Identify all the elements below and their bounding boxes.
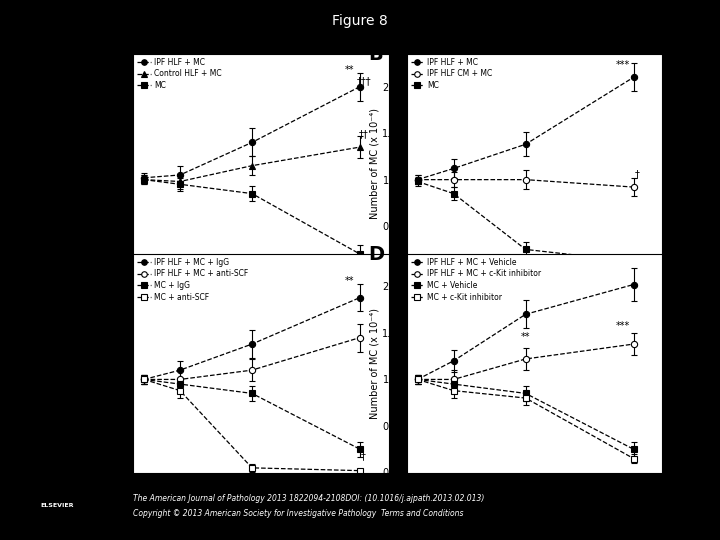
Text: ELSEVIER: ELSEVIER xyxy=(41,503,74,508)
Text: **: ** xyxy=(344,276,354,286)
Legend: IPF HLF + MC + Vehicle, IPF HLF + MC + c-Kit inhibitor, MC + Vehicle, MC + c-Kit: IPF HLF + MC + Vehicle, IPF HLF + MC + c… xyxy=(409,256,543,303)
Y-axis label: Number of MC (x 10⁻⁴): Number of MC (x 10⁻⁴) xyxy=(96,108,106,219)
Text: †: † xyxy=(635,170,639,180)
Text: C: C xyxy=(95,245,109,264)
X-axis label: Time (days): Time (days) xyxy=(224,298,298,307)
Text: D: D xyxy=(369,245,384,264)
Text: †: † xyxy=(361,451,366,461)
Text: **: ** xyxy=(344,65,354,76)
Y-axis label: Number of MC (x 10⁻⁴): Number of MC (x 10⁻⁴) xyxy=(369,308,379,418)
Text: **: ** xyxy=(521,332,531,342)
X-axis label: Time (days): Time (days) xyxy=(498,298,572,307)
Text: Copyright © 2013 American Society for Investigative Pathology  Terms and Conditi: Copyright © 2013 American Society for In… xyxy=(133,509,464,518)
Text: ††: †† xyxy=(359,129,369,139)
Text: ***: *** xyxy=(616,321,630,331)
Text: ***: *** xyxy=(616,60,630,70)
Text: Figure 8: Figure 8 xyxy=(332,14,388,28)
X-axis label: Time (days): Time (days) xyxy=(498,497,572,507)
Text: A: A xyxy=(95,45,110,64)
Legend: IPF HLF + MC, Control HLF + MC, MC: IPF HLF + MC, Control HLF + MC, MC xyxy=(135,56,223,92)
Legend: IPF HLF + MC, IPF HLF CM + MC, MC: IPF HLF + MC, IPF HLF CM + MC, MC xyxy=(409,56,494,92)
Text: †††: ††† xyxy=(356,77,371,86)
Text: The American Journal of Pathology 2013 1822094-2108DOI: (10.1016/j.ajpath.2013.0: The American Journal of Pathology 2013 1… xyxy=(133,494,485,503)
Y-axis label: Number of MC (x 10⁻⁴): Number of MC (x 10⁻⁴) xyxy=(369,108,379,219)
X-axis label: Time (days): Time (days) xyxy=(224,497,298,507)
Y-axis label: Number of MC (x 10⁻⁴): Number of MC (x 10⁻⁴) xyxy=(96,308,106,418)
Text: B: B xyxy=(369,45,383,64)
Legend: IPF HLF + MC + IgG, IPF HLF + MC + anti-SCF, MC + IgG, MC + anti-SCF: IPF HLF + MC + IgG, IPF HLF + MC + anti-… xyxy=(135,256,250,303)
